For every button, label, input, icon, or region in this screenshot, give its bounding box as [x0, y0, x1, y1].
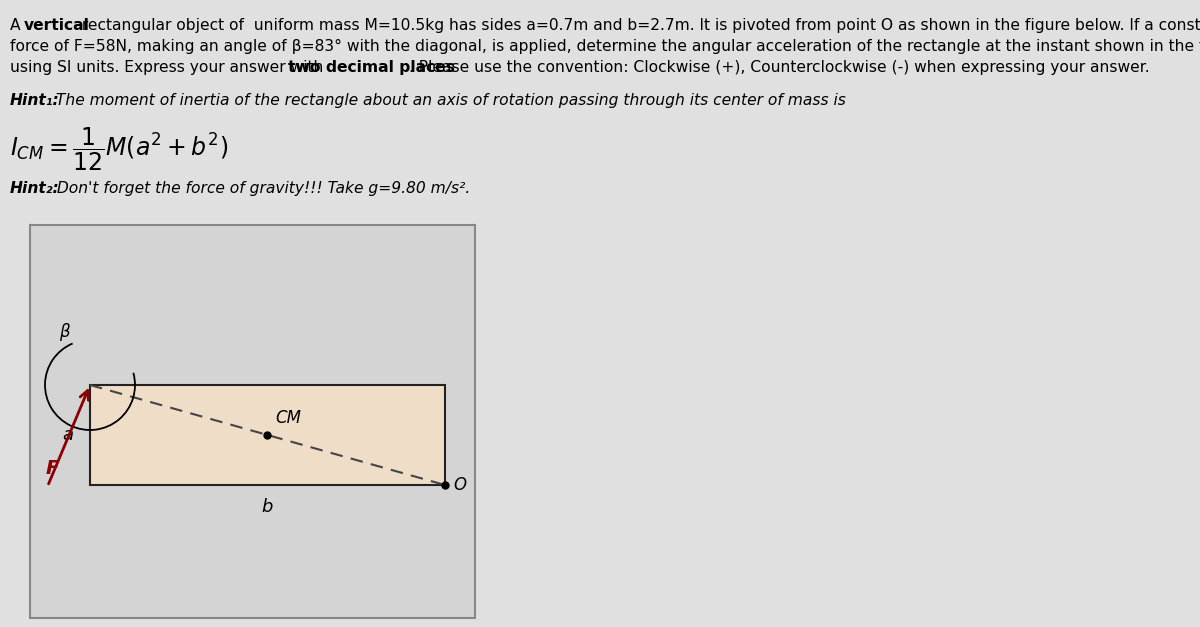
Text: Hint₁:: Hint₁: — [10, 93, 60, 108]
Text: F: F — [46, 460, 59, 478]
Text: force of F=58N, making an angle of β=83° with the diagonal, is applied, determin: force of F=58N, making an angle of β=83°… — [10, 39, 1200, 54]
Text: O: O — [454, 476, 466, 494]
Text: $I_{CM}=\dfrac{1}{12}M(a^2+b^2)$: $I_{CM}=\dfrac{1}{12}M(a^2+b^2)$ — [10, 126, 228, 174]
Text: two decimal places: two decimal places — [288, 60, 455, 75]
Text: b: b — [262, 498, 272, 516]
Text: vertical: vertical — [24, 18, 90, 33]
Bar — [30, 225, 475, 618]
Bar — [90, 385, 445, 485]
Text: A: A — [10, 18, 25, 33]
Text: Don't forget the force of gravity!!! Take g=9.80 m/s².: Don't forget the force of gravity!!! Tak… — [52, 181, 470, 196]
Text: rectangular object of  uniform mass M=10.5kg has sides a=0.7m and b=2.7m. It is : rectangular object of uniform mass M=10.… — [77, 18, 1200, 33]
Text: . Please use the convention: Clockwise (+), Counterclockwise (-) when expressing: . Please use the convention: Clockwise (… — [409, 60, 1150, 75]
Text: using SI units. Express your answer with: using SI units. Express your answer with — [10, 60, 329, 75]
Text: β: β — [59, 323, 70, 341]
Text: Hint₂:: Hint₂: — [10, 181, 60, 196]
Text: The moment of inertia of the rectangle about an axis of rotation passing through: The moment of inertia of the rectangle a… — [50, 93, 846, 108]
Text: a: a — [62, 426, 73, 444]
Text: CM: CM — [275, 409, 301, 427]
